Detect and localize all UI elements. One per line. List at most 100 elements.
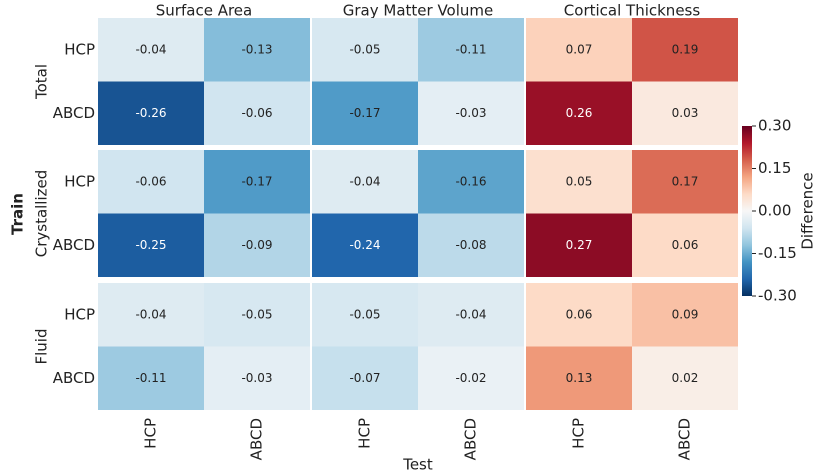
cell-value: 0.27: [566, 238, 593, 252]
heatmap-cell: [526, 213, 632, 277]
x-tick-label: HCP: [142, 418, 160, 449]
heatmap-cell: [632, 18, 738, 82]
y-tick-label: HCP: [64, 305, 95, 323]
heatmap-cell: [312, 213, 418, 277]
cell-value: -0.05: [241, 307, 272, 321]
cell-value: -0.08: [455, 238, 486, 252]
cell-value: 0.02: [672, 371, 699, 385]
cell-value: -0.11: [135, 371, 166, 385]
heatmap-cell: [312, 283, 418, 347]
heatmap-cell: [98, 283, 204, 347]
heatmap-cell: [312, 150, 418, 214]
colorbar: [742, 126, 752, 296]
heatmap-cell: [204, 150, 310, 214]
heatmap-cell: [418, 283, 524, 347]
cell-value: -0.16: [455, 174, 486, 188]
row-group-label: Total: [33, 64, 51, 100]
heatmap-cell: [526, 150, 632, 214]
cell-value: -0.11: [455, 42, 486, 56]
y-tick-label: HCP: [64, 40, 95, 58]
cell-value: -0.04: [135, 307, 166, 321]
cell-value: 0.03: [672, 106, 699, 120]
colorbar-tick-label: 0.15: [758, 159, 791, 177]
row-group-label: Fluid: [33, 329, 51, 365]
cell-value: -0.05: [349, 42, 380, 56]
cell-value: 0.26: [566, 106, 593, 120]
cell-value: 0.06: [672, 238, 699, 252]
cell-value: -0.07: [349, 371, 380, 385]
cell-value: -0.06: [135, 174, 166, 188]
column-title: Cortical Thickness: [564, 2, 701, 20]
cell-value: -0.26: [135, 106, 166, 120]
heatmap-cell: [98, 81, 204, 145]
y-axis-label: Train: [9, 193, 27, 235]
cell-value: -0.05: [349, 307, 380, 321]
cell-value: -0.06: [241, 106, 272, 120]
heatmap-cell: [98, 346, 204, 410]
cell-value: -0.03: [241, 371, 272, 385]
colorbar-tick-label: 0.30: [758, 117, 791, 135]
heatmap-cell: [526, 18, 632, 82]
cell-value: 0.17: [672, 174, 699, 188]
x-tick-label: ABCD: [248, 418, 266, 460]
x-axis-label: Test: [402, 456, 433, 474]
cell-value: -0.13: [241, 42, 272, 56]
cell-value: -0.25: [135, 238, 166, 252]
heatmap-cell: [98, 150, 204, 214]
heatmap-cell: [312, 81, 418, 145]
cell-value: 0.13: [566, 371, 593, 385]
cell-value: -0.03: [455, 106, 486, 120]
heatmap-cell: [632, 213, 738, 277]
heatmap-cell: [632, 283, 738, 347]
colorbar-tick-label: -0.30: [758, 287, 797, 305]
heatmap-cell: [526, 346, 632, 410]
column-title: Surface Area: [156, 2, 252, 20]
y-tick-label: HCP: [64, 172, 95, 190]
heatmap-cell: [632, 81, 738, 145]
heatmap-cell: [204, 283, 310, 347]
heatmap-cell: [418, 213, 524, 277]
heatmap-cell: [526, 81, 632, 145]
cell-value: -0.04: [135, 42, 166, 56]
colorbar-tick-label: -0.15: [758, 244, 797, 262]
x-tick-label: HCP: [570, 418, 588, 449]
heatmap-cell: [204, 81, 310, 145]
heatmap-cell: [98, 213, 204, 277]
cell-value: -0.24: [349, 238, 380, 252]
x-tick-label: ABCD: [676, 418, 694, 460]
y-tick-label: ABCD: [53, 369, 95, 387]
heatmap-cell: [204, 346, 310, 410]
x-tick-label: ABCD: [462, 418, 480, 460]
cell-value: -0.02: [455, 371, 486, 385]
heatmap-cell: [312, 18, 418, 82]
colorbar-label: Difference: [799, 172, 817, 249]
row-group-label: Crystallized: [33, 170, 51, 258]
cell-value: -0.17: [241, 174, 272, 188]
column-title: Gray Matter Volume: [343, 2, 493, 20]
heatmap-cell: [204, 18, 310, 82]
colorbar-tick-label: 0.00: [758, 202, 791, 220]
heatmap-cell: [526, 283, 632, 347]
y-tick-label: ABCD: [53, 104, 95, 122]
cell-value: -0.17: [349, 106, 380, 120]
heatmap-cell: [98, 18, 204, 82]
cell-value: 0.07: [566, 42, 593, 56]
cell-value: 0.19: [672, 42, 699, 56]
y-tick-label: ABCD: [53, 236, 95, 254]
cell-value: -0.04: [349, 174, 380, 188]
cell-value: 0.06: [566, 307, 593, 321]
heatmap-cell: [418, 150, 524, 214]
heatmap-cell: [418, 81, 524, 145]
x-tick-label: HCP: [356, 418, 374, 449]
heatmap-cell: [632, 150, 738, 214]
cell-value: -0.09: [241, 238, 272, 252]
heatmap-cell: [312, 346, 418, 410]
heatmap-cell: [418, 346, 524, 410]
cell-value: 0.09: [672, 307, 699, 321]
heatmap-cell: [204, 213, 310, 277]
heatmap-cell: [418, 18, 524, 82]
cell-value: -0.04: [455, 307, 486, 321]
heatmap-cell: [632, 346, 738, 410]
cell-value: 0.05: [566, 174, 593, 188]
